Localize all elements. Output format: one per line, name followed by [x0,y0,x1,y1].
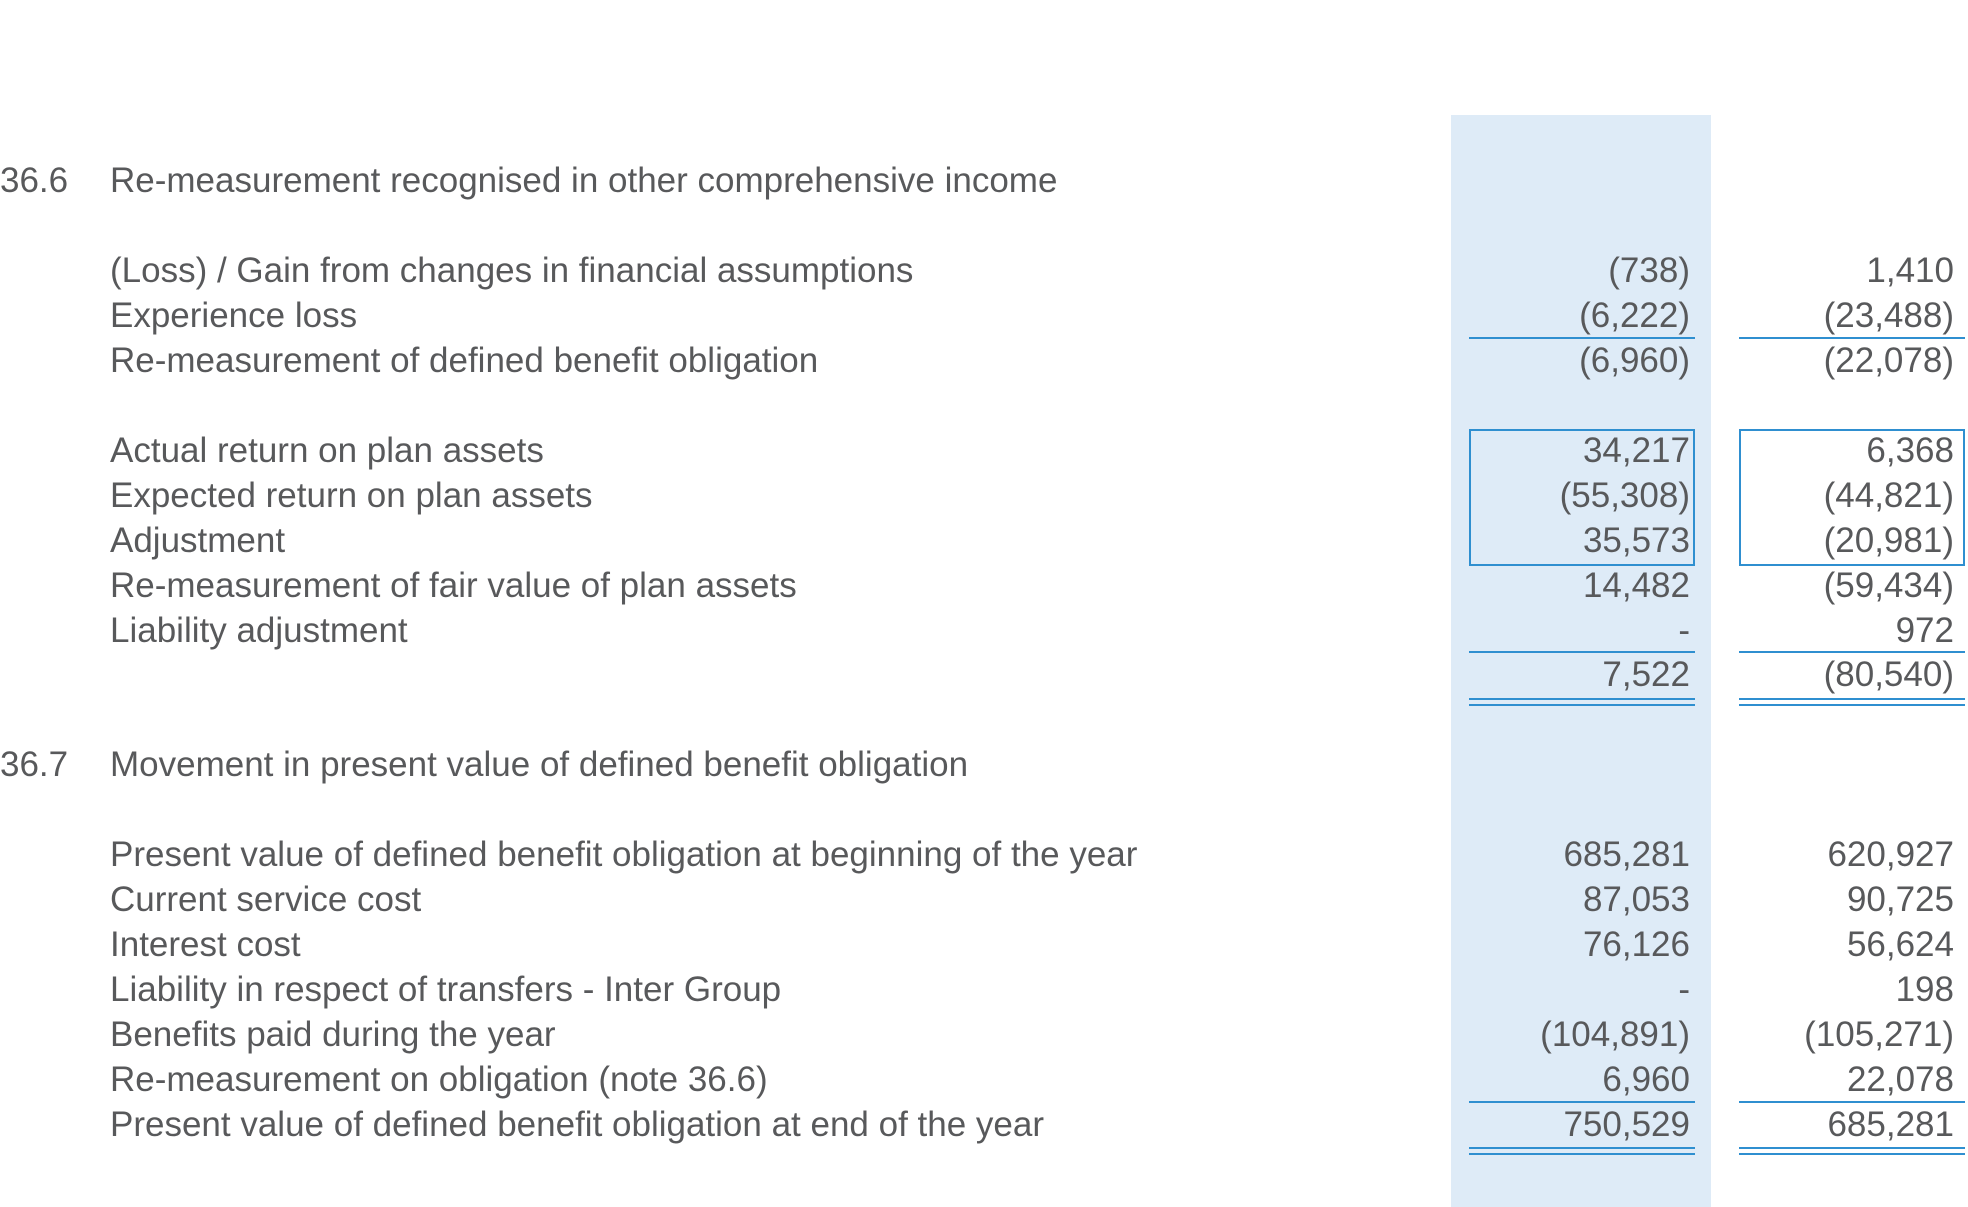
row-label: Re-measurement of fair value of plan ass… [110,566,797,605]
current-year-value: 6,960 [1602,1060,1690,1099]
row-label: Liability adjustment [110,611,408,650]
prior-year-value: (22,078) [1823,341,1954,380]
current-year-value: (55,308) [1559,476,1690,515]
current-year-total: 7,522 [1602,655,1690,694]
current-year-value: 87,053 [1582,880,1690,919]
prior-year-value: 6,368 [1866,431,1954,470]
current-year-value: - [1678,611,1690,650]
row-label: Current service cost [110,880,422,919]
row-label: Re-measurement of defined benefit obliga… [110,341,819,380]
prior-year-value: (44,821) [1823,476,1954,515]
row-label: Benefits paid during the year [110,1015,556,1054]
current-year-value: 14,482 [1582,566,1690,605]
current-year-value: 76,126 [1582,925,1690,964]
row-label: Present value of defined benefit obligat… [110,1105,1044,1144]
prior-year-value: 198 [1895,970,1954,1009]
prior-year-value: 22,078 [1846,1060,1954,1099]
current-year-value: (6,960) [1579,341,1690,380]
section-title: Re-measurement recognised in other compr… [110,161,1058,200]
prior-year-value: (105,271) [1804,1015,1954,1054]
prior-year-value: 620,927 [1827,835,1954,874]
current-year-value: 685,281 [1563,835,1690,874]
total-double-rule [1469,698,1695,706]
row-label: Adjustment [110,521,286,560]
current-year-value: 34,217 [1582,431,1690,470]
plan-assets-box-current [1469,429,1695,566]
prior-year-value: 685,281 [1827,1105,1954,1144]
row-label: Interest cost [110,925,301,964]
prior-year-value: 1,410 [1866,251,1954,290]
subtotal-rule [1739,337,1965,339]
prior-year-value: 972 [1895,611,1954,650]
row-label: Re-measurement on obligation (note 36.6) [110,1060,768,1099]
section-number: 36.7 [0,745,69,784]
subtotal-rule [1469,651,1695,653]
prior-year-total: (80,540) [1823,655,1954,694]
section-number: 36.6 [0,161,69,200]
current-year-value: (738) [1608,251,1690,290]
subtotal-rule [1469,1101,1695,1103]
row-label: Experience loss [110,296,358,335]
current-year-value: - [1678,970,1690,1009]
row-label: (Loss) / Gain from changes in financial … [110,251,914,290]
total-double-rule [1469,1147,1695,1155]
prior-year-value: (59,434) [1823,566,1954,605]
subtotal-rule [1739,651,1965,653]
total-double-rule [1739,698,1965,706]
current-year-value: 35,573 [1582,521,1690,560]
plan-assets-box-prior [1739,429,1965,566]
prior-year-value: 56,624 [1846,925,1954,964]
current-year-value: 750,529 [1563,1105,1690,1144]
section-title: Movement in present value of defined ben… [110,745,969,784]
subtotal-rule [1469,337,1695,339]
row-label: Expected return on plan assets [110,476,593,515]
prior-year-value: 90,725 [1846,880,1954,919]
subtotal-rule [1739,1101,1965,1103]
prior-year-value: (23,488) [1823,296,1954,335]
current-year-value: (6,222) [1579,296,1690,335]
current-year-column-highlight [1451,115,1711,1207]
row-label: Actual return on plan assets [110,431,544,470]
total-double-rule [1739,1147,1965,1155]
current-year-value: (104,891) [1540,1015,1690,1054]
row-label: Present value of defined benefit obligat… [110,835,1138,874]
row-label: Liability in respect of transfers - Inte… [110,970,782,1009]
prior-year-value: (20,981) [1823,521,1954,560]
